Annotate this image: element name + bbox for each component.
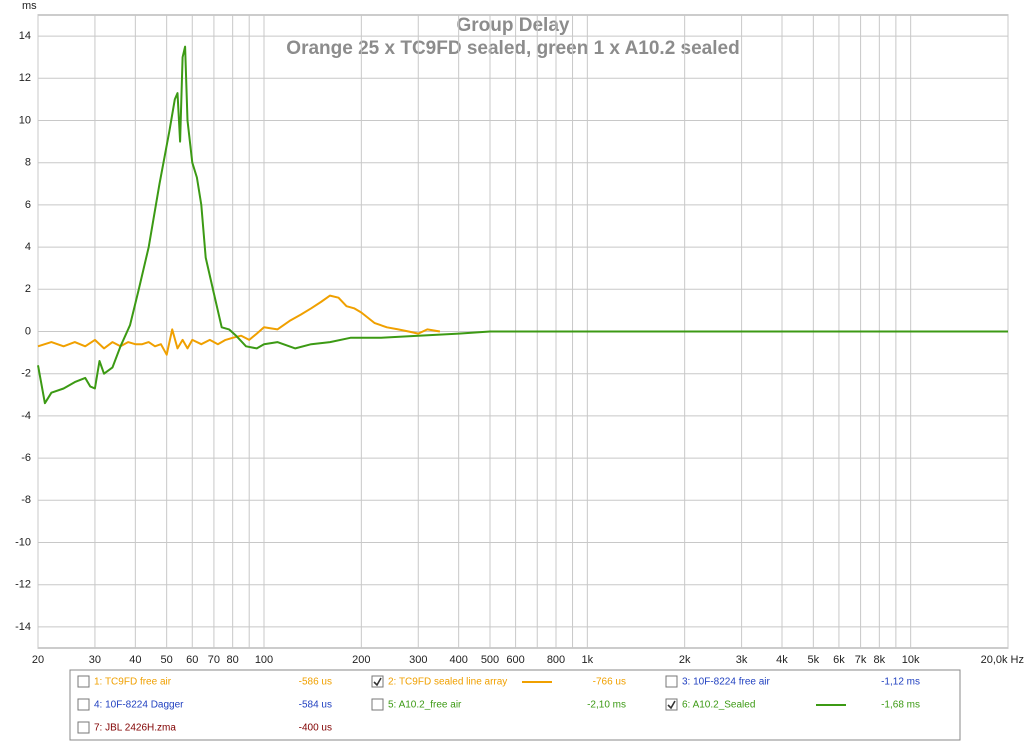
x-tick-label: 50: [161, 654, 173, 666]
x-tick-label: 2k: [679, 654, 691, 666]
legend-label: 3: 10F-8224 free air: [682, 677, 770, 688]
x-tick-label: 10k: [902, 654, 920, 666]
y-tick-label: 0: [25, 325, 31, 337]
y-tick-label: -14: [15, 621, 31, 633]
x-tick-label: 3k: [736, 654, 748, 666]
y-tick-label: 6: [25, 199, 31, 211]
y-tick-label: -6: [21, 452, 31, 464]
legend-label: 6: A10.2_Sealed: [682, 700, 755, 711]
series-line: [37, 45, 1008, 405]
chart-subtitle: Orange 25 x TC9FD sealed, green 1 x A10.…: [286, 38, 739, 59]
checkmark: [373, 677, 382, 687]
legend-label: 1: TC9FD free air: [94, 677, 172, 688]
x-tick-label: 30: [89, 654, 101, 666]
y-tick-label: -4: [21, 410, 31, 422]
legend-value: -586 us: [299, 677, 332, 688]
y-tick-label: -10: [15, 536, 31, 548]
y-axis-label: ms: [22, 0, 37, 12]
legend-checkbox[interactable]: [665, 698, 678, 711]
legend-checkbox[interactable]: [665, 675, 678, 688]
x-tick-label: 60: [186, 654, 198, 666]
x-tick-label: 7k: [855, 654, 867, 666]
x-tick-label: 200: [352, 654, 370, 666]
legend-value: -400 us: [299, 723, 332, 734]
x-tick-label: 400: [449, 654, 467, 666]
legend-value: -766 us: [593, 677, 626, 688]
y-tick-label: -8: [21, 494, 31, 506]
x-tick-label: 8k: [874, 654, 886, 666]
x-tick-label: 20: [32, 654, 44, 666]
legend-checkbox[interactable]: [371, 675, 384, 688]
legend-checkbox[interactable]: [371, 698, 384, 711]
y-tick-label: 12: [19, 72, 31, 84]
legend-checkbox[interactable]: [77, 675, 90, 688]
y-tick-label: -12: [15, 579, 31, 591]
y-tick-label: 14: [19, 30, 31, 42]
y-tick-label: 4: [25, 241, 31, 253]
legend-label: 4: 10F-8224 Dagger: [94, 700, 184, 711]
x-tick-label: 80: [227, 654, 239, 666]
x-tick-label: 800: [547, 654, 565, 666]
chart-title: Group Delay: [457, 15, 570, 36]
x-tick-label: 4k: [776, 654, 788, 666]
x-tick-label: 5k: [808, 654, 820, 666]
legend-label: 7: JBL 2426H.zma: [94, 723, 176, 734]
legend-checkbox[interactable]: [77, 698, 90, 711]
x-tick-label: 600: [506, 654, 524, 666]
x-tick-label: 1k: [582, 654, 594, 666]
series-line: [37, 294, 441, 356]
x-tick-label: 6k: [833, 654, 845, 666]
x-tick-label: 500: [481, 654, 499, 666]
x-tick-label: 20,0k Hz: [981, 654, 1024, 666]
legend-value: -2,10 ms: [587, 700, 626, 711]
legend-box: [69, 669, 961, 741]
x-tick-label: 300: [409, 654, 427, 666]
x-tick-label: 100: [255, 654, 273, 666]
y-tick-label: -2: [21, 368, 31, 380]
y-tick-label: 8: [25, 157, 31, 169]
legend-value: -584 us: [299, 700, 332, 711]
y-tick-label: 10: [19, 114, 31, 126]
y-tick-label: 2: [25, 283, 31, 295]
checkmark: [667, 700, 676, 710]
x-tick-label: 40: [129, 654, 141, 666]
legend-value: -1,68 ms: [881, 700, 920, 711]
x-tick-label: 70: [208, 654, 220, 666]
legend-label: 2: TC9FD sealed line array: [388, 677, 507, 688]
legend-checkbox[interactable]: [77, 721, 90, 734]
legend-value: -1,12 ms: [881, 677, 920, 688]
legend-label: 5: A10.2_free air: [388, 700, 462, 711]
